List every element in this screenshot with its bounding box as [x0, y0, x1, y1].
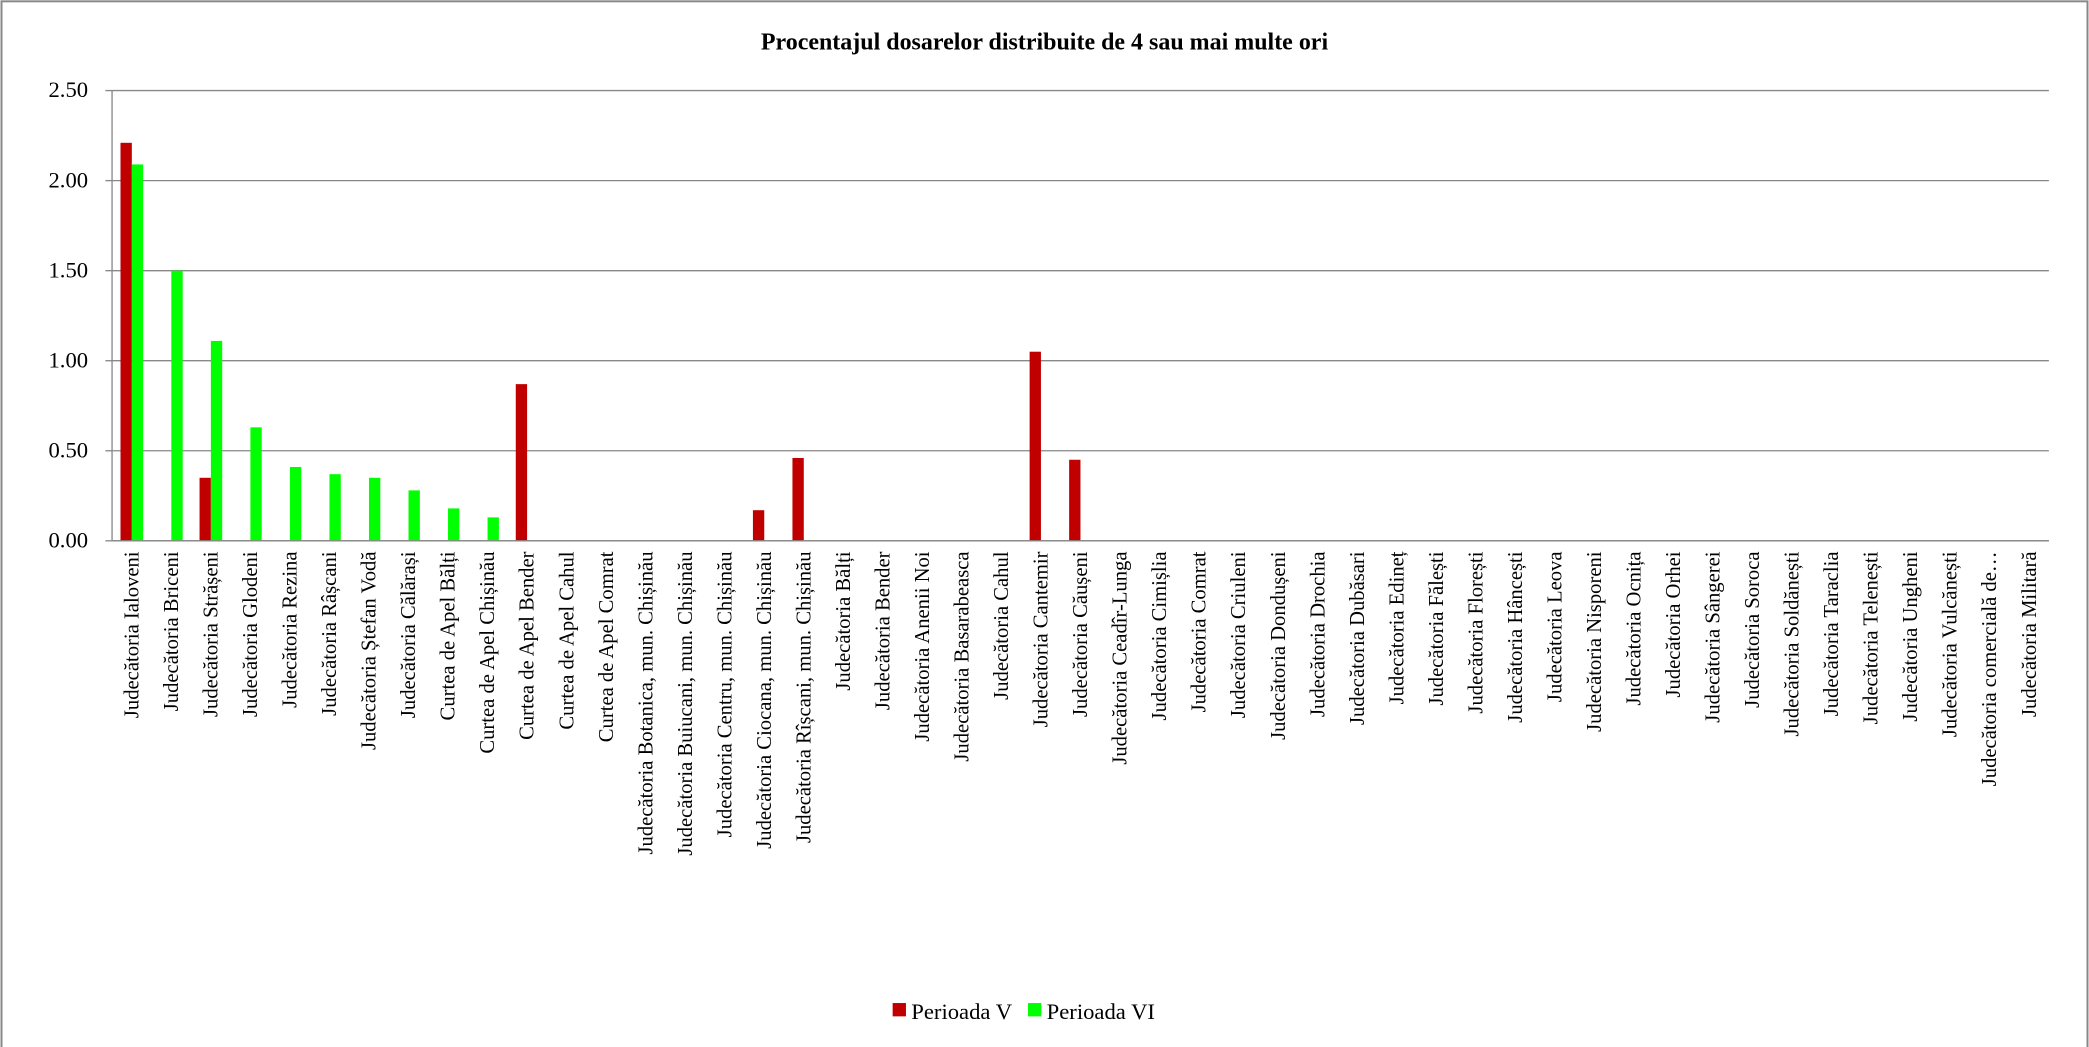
bar: [120, 142, 132, 541]
x-tick-label: Curtea de Apel Chișinău: [477, 551, 499, 753]
x-tick-label: Judecătoria Vulcănești: [1940, 551, 1962, 737]
bar: [171, 270, 183, 541]
y-tick-label: 1.50: [48, 257, 88, 282]
legend-label: Perioada V: [911, 999, 1012, 1024]
x-tick-label: Judecătoria Râșcani: [319, 551, 341, 716]
x-tick-label: Judecătoria Botanica, mun. Chișinău: [635, 551, 657, 854]
x-tick-label: Judecătoria Leova: [1544, 551, 1566, 702]
bar: [368, 477, 381, 541]
bar: [289, 466, 302, 541]
legend-swatch: [892, 1003, 906, 1017]
x-tick-label: Judecătoria Anenii Noi: [912, 551, 934, 741]
x-tick-label: Curtea de Apel Bender: [517, 551, 539, 740]
x-tick-label: Judecătoria Cimișlia: [1149, 551, 1171, 720]
x-tick-label: Judecătoria Orhei: [1663, 551, 1685, 697]
bar: [1029, 351, 1041, 541]
x-tick-label: Judecătoria Dondușeni: [1268, 551, 1290, 740]
x-tick-label: Judecătoria Edineț: [1386, 551, 1408, 704]
x-tick-label: Judecătoria Ungheni: [1900, 551, 1922, 721]
x-tick-label: Judecătoria Centru, mun. Chișinău: [714, 551, 736, 837]
bar: [752, 510, 765, 541]
x-tick-label: Judecătoria Florești: [1465, 551, 1487, 713]
x-tick-label: Judecătoria Nisporeni: [1584, 551, 1606, 732]
x-tick-label: Judecătoria Taraclia: [1821, 551, 1843, 716]
x-tick-label: Judecătoria Soldănești: [1782, 551, 1804, 736]
x-tick-label: Judecătoria Drochia: [1307, 551, 1329, 717]
x-tick-label: Judecătoria Militară: [2019, 551, 2041, 717]
bar: [210, 340, 223, 541]
chart-title: Procentajul dosarelor distribuite de 4 s…: [761, 29, 1329, 55]
x-tick-label: Curtea de Apel Bălți: [438, 551, 460, 720]
x-tick-label: Judecătoria Călărași: [398, 551, 420, 718]
x-tick-label: Judecătoria Ialoveni: [121, 551, 143, 718]
bar: [199, 477, 211, 541]
x-tick-label: Curtea de Apel Cahul: [556, 551, 578, 729]
x-tick-label: Judecătoria Fălești: [1426, 551, 1448, 705]
x-tick-label: Judecătoria Bălți: [833, 551, 855, 690]
x-tick-label: Judecătoria Glodeni: [240, 551, 262, 717]
legend-label: Perioada VI: [1047, 999, 1155, 1024]
x-tick-label: Judecătoria Ciocana, mun. Chișinău: [754, 551, 776, 848]
x-tick-label: Judecătoria Ocnița: [1624, 551, 1646, 705]
y-tick-label: 2.00: [48, 167, 88, 192]
x-tick-label: Judecătoria Comrat: [1189, 551, 1211, 712]
bar: [487, 517, 499, 541]
x-tick-label: Judecătoria Bender: [872, 551, 894, 710]
bar: [250, 427, 262, 541]
legend-swatch: [1028, 1003, 1042, 1017]
x-tick-label: Judecătoria Briceni: [161, 551, 183, 711]
y-tick-label: 2.50: [48, 77, 88, 102]
bar: [408, 490, 420, 541]
y-tick-label: 0.50: [48, 437, 88, 462]
bar: [131, 164, 144, 541]
bar: [792, 457, 804, 541]
x-tick-label: Judecătoria Dubăsari: [1347, 551, 1369, 725]
x-tick-label: Judecătoria Sângerei: [1703, 551, 1725, 722]
x-tick-label: Judecătoria Hâncești: [1505, 551, 1527, 722]
x-tick-label: Judecătoria Basarabeasca: [952, 551, 974, 761]
x-tick-label: Judecătoria Buiucani, mun. Chișinău: [675, 551, 697, 855]
y-tick-label: 1.00: [48, 347, 88, 372]
x-tick-label: Judecătoria Telenești: [1861, 551, 1883, 724]
x-tick-label: Judecătoria Criuleni: [1228, 551, 1250, 718]
x-tick-label: Judecătoria comercială de…: [1979, 551, 2001, 786]
x-tick-label: Judecătoria Cantemir: [1031, 551, 1053, 727]
bar: [515, 384, 528, 541]
x-tick-label: Judecătoria Ceadîr-Lunga: [1110, 551, 1132, 764]
bar: [448, 508, 460, 541]
bar: [329, 474, 341, 541]
x-tick-label: Curtea de Apel Comrat: [596, 551, 618, 742]
x-tick-label: Judecătoria Căușeni: [1070, 551, 1092, 717]
x-tick-label: Judecătoria Soroca: [1742, 551, 1764, 707]
x-tick-label: Judecătoria Rezina: [280, 551, 302, 707]
x-tick-label: Judecătoria Strășeni: [201, 551, 223, 717]
x-tick-label: Judecătoria Rîșcani, mun. Chișinău: [793, 551, 815, 843]
x-tick-label: Judecătoria Cahul: [991, 551, 1013, 700]
bar: [1069, 459, 1081, 541]
y-tick-label: 0.00: [48, 527, 88, 552]
x-tick-label: Judecătoria Ștefan Vodă: [359, 551, 381, 750]
